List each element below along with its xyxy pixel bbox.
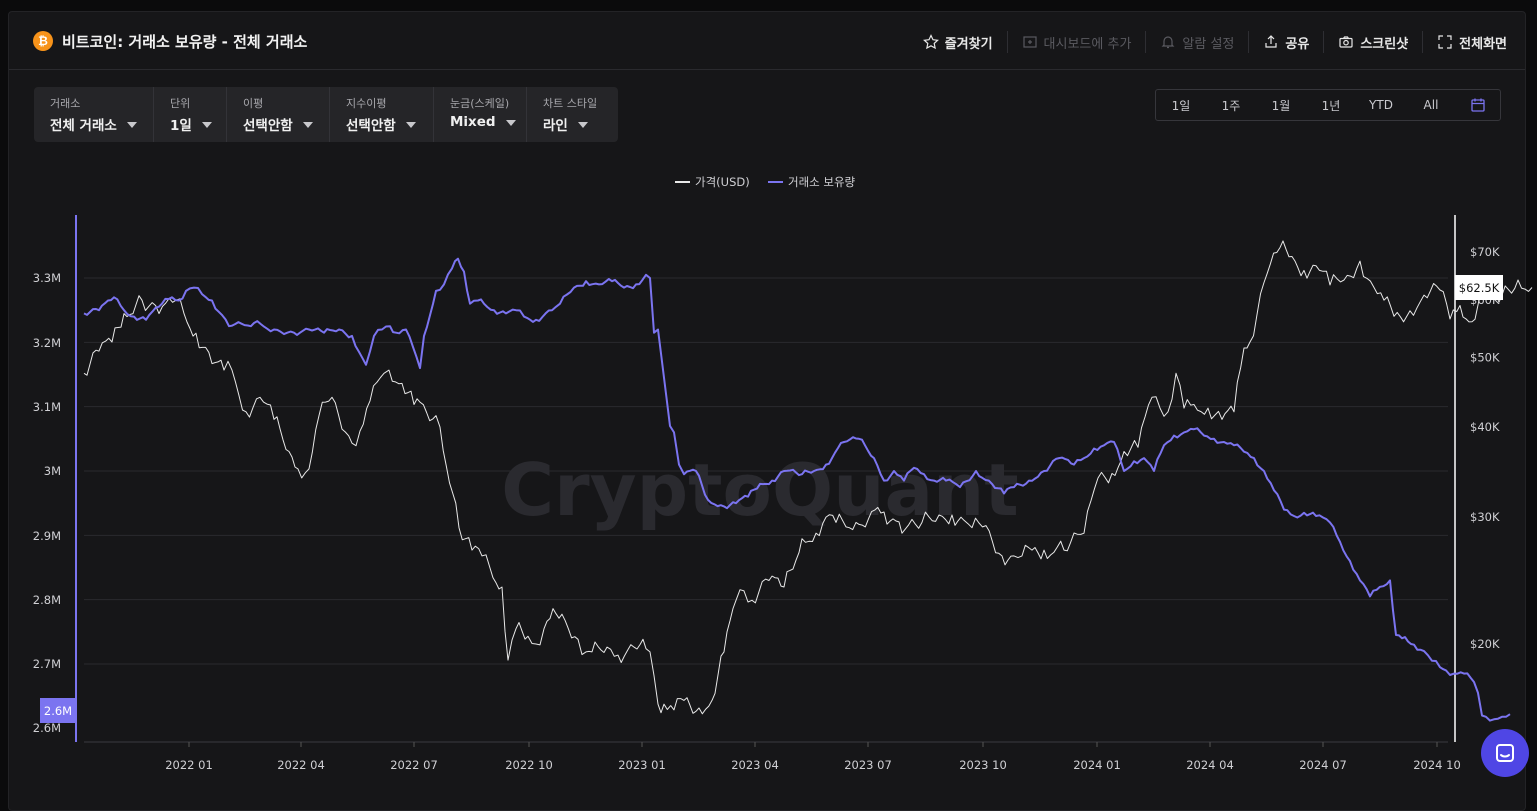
page-title: 비트코인: 거래소 보유량 - 전체 거래소 xyxy=(62,33,308,51)
x-tick-label: 2023 07 xyxy=(844,758,892,772)
x-tick-label: 2023 10 xyxy=(959,758,1007,772)
chart-style-filter[interactable]: 차트 스타일 라인 xyxy=(527,87,618,142)
filter-label: 이평 xyxy=(243,97,264,110)
range-selector: 1일 1주 1월 1년 YTD All xyxy=(1155,89,1501,121)
y-left-tick-label: 3M xyxy=(44,464,61,478)
y-left-tick-label: 2.8M xyxy=(33,593,61,607)
filter-value: 라인 xyxy=(543,118,568,134)
caret-down-icon xyxy=(577,122,588,128)
filter-label: 차트 스타일 xyxy=(543,97,598,110)
filter-label: 거래소 xyxy=(50,97,81,110)
action-bar: 즐겨찾기 대시보드에 추가 알람 설정 공유 스크린샷 xyxy=(909,30,1507,54)
y-right-tick-label: $40K xyxy=(1470,420,1500,434)
left-current-value: 2.6M xyxy=(44,704,72,718)
screenshot-button[interactable]: 스크린샷 xyxy=(1324,30,1422,54)
chat-button[interactable] xyxy=(1481,729,1529,777)
x-tick-label: 2024 01 xyxy=(1073,758,1121,772)
divider xyxy=(1145,31,1147,53)
star-icon xyxy=(922,34,939,50)
x-tick-label: 2023 01 xyxy=(618,758,666,772)
add-dashboard-label: 대시보드에 추가 xyxy=(1043,36,1132,52)
y-right-tick-label: $50K xyxy=(1470,350,1500,364)
divider xyxy=(1248,31,1250,53)
y-right-tick-label: $20K xyxy=(1470,637,1500,651)
y-right-tick-label: $30K xyxy=(1470,510,1500,524)
fullscreen-label: 전체화면 xyxy=(1459,36,1507,52)
legend-label: 거래소 보유량 xyxy=(788,175,856,189)
caret-down-icon xyxy=(201,122,212,128)
caret-down-icon xyxy=(126,122,137,128)
filter-value: 전체 거래소 xyxy=(50,118,117,134)
legend-label: 가격(USD) xyxy=(695,175,750,189)
filter-bar: 거래소 전체 거래소 단위 1일 이평 선택안함 지수이평 선택안함 눈금(스케… xyxy=(34,87,618,142)
range-button[interactable]: 1월 xyxy=(1271,98,1291,113)
range-button[interactable]: 1년 xyxy=(1321,98,1341,113)
share-icon xyxy=(1265,35,1277,48)
fullscreen-icon xyxy=(1438,35,1452,49)
left-current-badge xyxy=(40,698,76,723)
x-tick-label: 2024 04 xyxy=(1186,758,1234,772)
chart-canvas: CryptoQuant 3.3M 3.2M 3.1M 3M 2.9M 2.8M 2.7M 2.6… xyxy=(33,175,1533,772)
dashboard-add-icon xyxy=(1022,36,1037,48)
camera-icon xyxy=(1339,36,1353,48)
x-tick-label: 2022 01 xyxy=(165,758,213,772)
filter-label: 눈금(스케일) xyxy=(450,97,510,110)
caret-down-icon xyxy=(302,122,313,128)
range-button[interactable]: 1일 xyxy=(1171,98,1191,113)
y-left-tick-label: 3.3M xyxy=(33,271,61,285)
x-tick-label: 2024 07 xyxy=(1299,758,1347,772)
range-button[interactable]: All xyxy=(1423,98,1439,112)
filter-value: 선택안함 xyxy=(243,118,293,134)
filter-label: 단위 xyxy=(170,97,191,110)
x-tick-label: 2023 04 xyxy=(731,758,779,772)
price-series-line xyxy=(83,240,1533,715)
caret-down-icon xyxy=(405,122,416,128)
chart-panel: ₿ 비트코인: 거래소 보유량 - 전체 거래소 즐겨찾기 대시보드에 추가 알… xyxy=(8,11,1526,811)
y-right-tick-label: $70K xyxy=(1470,245,1500,259)
calendar-button[interactable] xyxy=(1456,97,1500,113)
exchange-filter[interactable]: 거래소 전체 거래소 xyxy=(34,87,154,142)
range-button[interactable]: 1주 xyxy=(1221,98,1241,113)
range-button[interactable]: YTD xyxy=(1369,98,1393,112)
ema-filter[interactable]: 지수이평 선택안함 xyxy=(330,87,434,142)
watermark: CryptoQuant xyxy=(501,448,1018,532)
x-tick-label: 2022 07 xyxy=(390,758,438,772)
y-left-tick-label: 2.6M xyxy=(33,721,61,735)
filter-value: 1일 xyxy=(170,118,192,134)
fullscreen-button[interactable]: 전체화면 xyxy=(1423,30,1507,54)
share-label: 공유 xyxy=(1285,36,1310,52)
x-tick-label: 2022 10 xyxy=(505,758,553,772)
bitcoin-icon: ₿ xyxy=(33,31,53,51)
ma-filter[interactable]: 이평 선택안함 xyxy=(227,87,330,142)
scale-filter[interactable]: 눈금(스케일) Mixed xyxy=(434,87,527,142)
share-button[interactable]: 공유 xyxy=(1249,30,1323,54)
divider xyxy=(1006,31,1008,53)
y-left-tick-label: 2.9M xyxy=(33,529,61,543)
right-current-badge xyxy=(1455,275,1503,300)
y-left-tick-label: 2.7M xyxy=(33,657,61,671)
favorite-label: 즐겨찾기 xyxy=(944,36,993,52)
divider xyxy=(1323,31,1325,53)
filter-value: 선택안함 xyxy=(346,118,396,134)
add-dashboard-button[interactable]: 대시보드에 추가 xyxy=(1008,30,1146,54)
filter-value: Mixed xyxy=(450,114,496,130)
y-left-tick-label: 3.2M xyxy=(33,336,61,350)
screenshot-label: 스크린샷 xyxy=(1360,36,1409,52)
chat-icon xyxy=(1496,744,1514,762)
x-tick-label: 2024 10 xyxy=(1413,758,1461,772)
caret-down-icon xyxy=(505,120,516,126)
title-bar: ₿ 비트코인: 거래소 보유량 - 전체 거래소 즐겨찾기 대시보드에 추가 알… xyxy=(9,12,1525,70)
alert-label: 알람 설정 xyxy=(1182,36,1235,52)
bell-icon xyxy=(1161,36,1175,49)
x-tick-label: 2022 04 xyxy=(277,758,325,772)
reserve-series-line xyxy=(83,257,1511,722)
right-current-value: $62.5K xyxy=(1459,281,1500,295)
unit-filter[interactable]: 단위 1일 xyxy=(154,87,227,142)
y-left-tick-label: 3.1M xyxy=(33,400,61,414)
calendar-icon xyxy=(1471,98,1485,112)
favorite-button[interactable]: 즐겨찾기 xyxy=(909,30,1007,54)
alert-button[interactable]: 알람 설정 xyxy=(1146,30,1248,54)
divider xyxy=(1422,31,1424,53)
filter-label: 지수이평 xyxy=(346,97,387,110)
